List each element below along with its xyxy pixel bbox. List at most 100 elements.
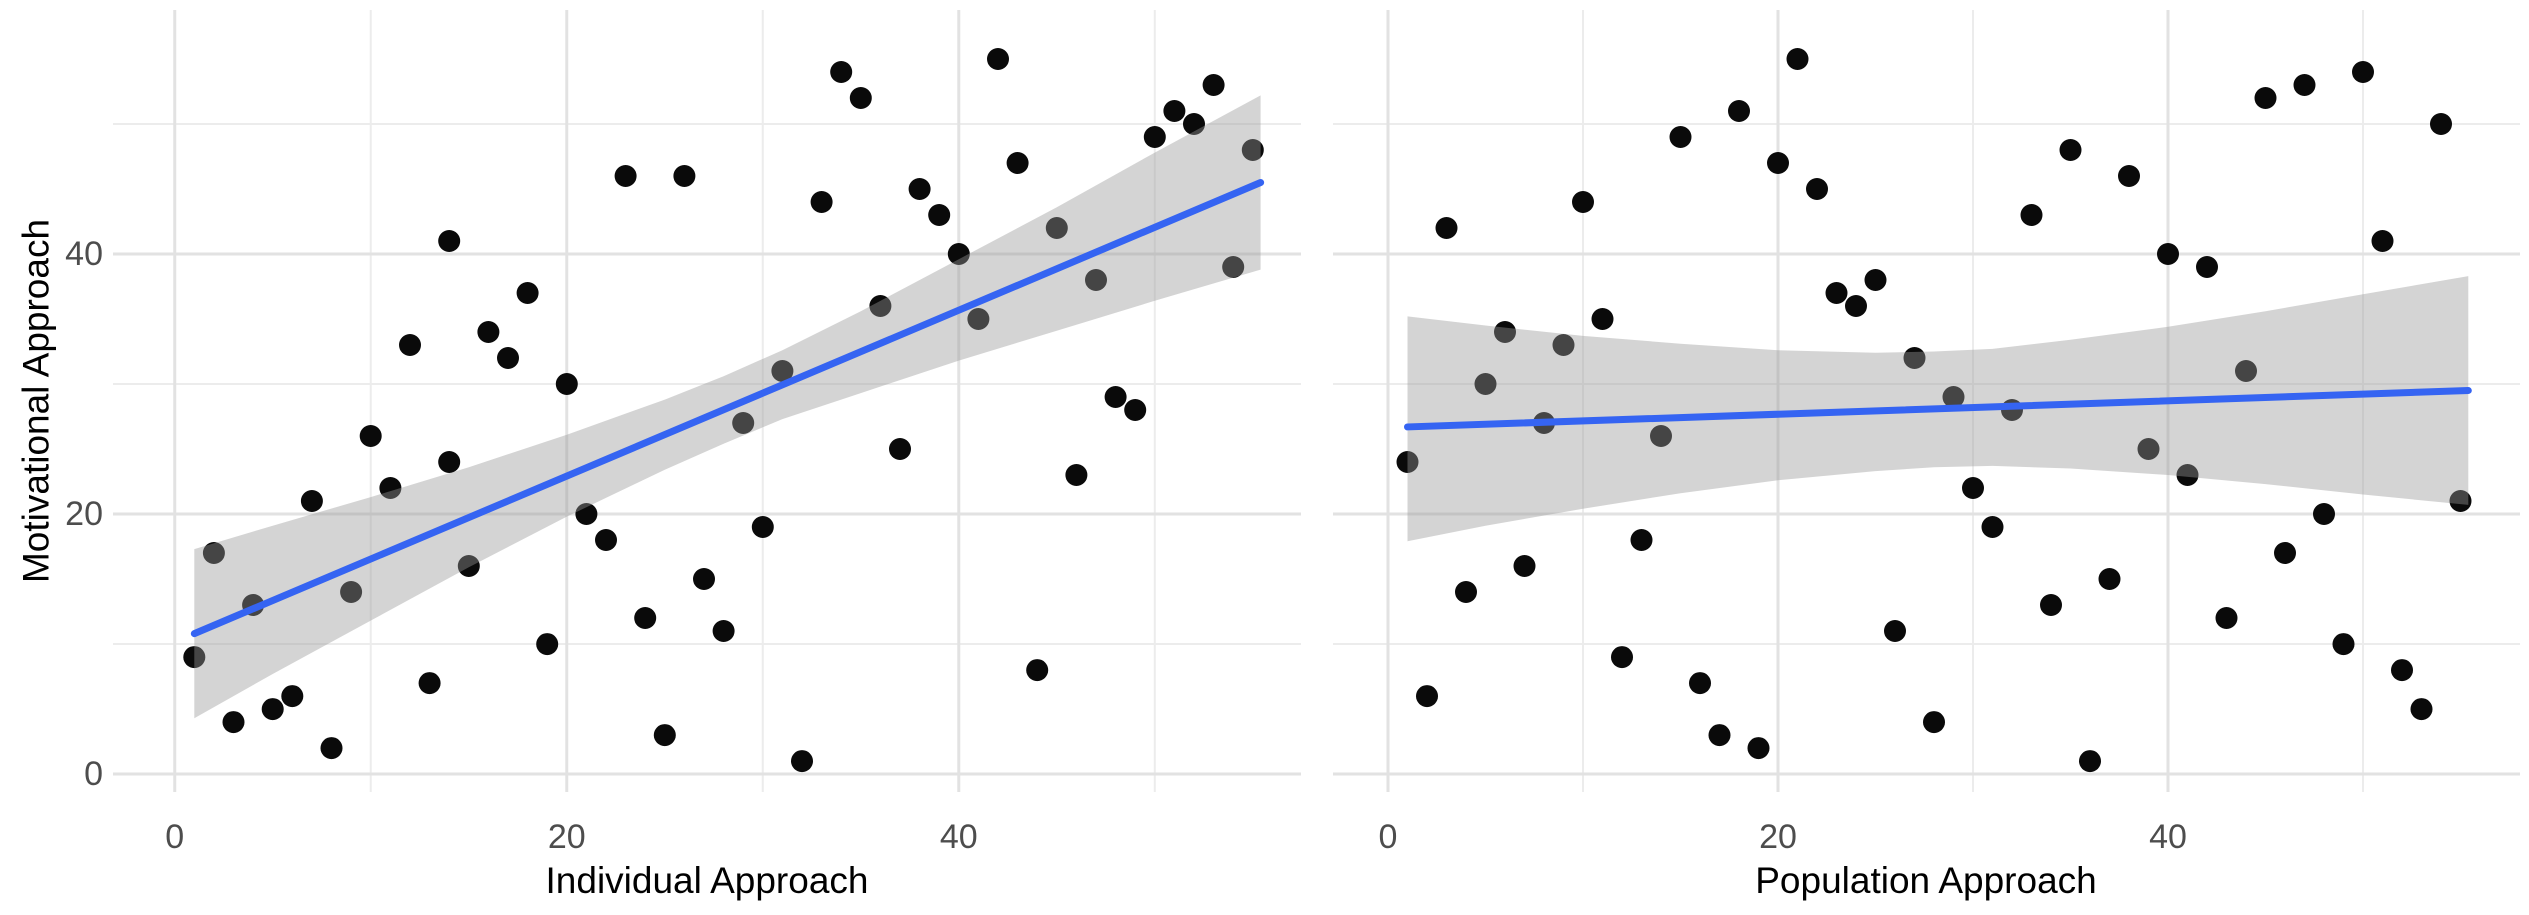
- data-point: [2332, 633, 2355, 656]
- data-point: [1124, 399, 1147, 421]
- data-point: [477, 321, 500, 343]
- data-point: [222, 711, 245, 734]
- data-point: [1085, 269, 1107, 291]
- scatter-panel-right: [1333, 10, 2520, 792]
- data-point: [202, 542, 225, 564]
- data-point: [1065, 464, 1088, 486]
- regression-line: [190, 179, 1265, 638]
- data-point: [673, 165, 696, 187]
- data-point: [1845, 295, 1867, 317]
- data-point: [1104, 386, 1127, 408]
- x-tick-label: 40: [939, 818, 978, 856]
- x-axis-title-left: Individual Approach: [545, 860, 869, 901]
- data-point: [2410, 698, 2433, 721]
- data-point: [2157, 243, 2179, 265]
- y-axis-title: Motivational Approach: [15, 218, 57, 584]
- data-point: [2098, 568, 2121, 590]
- data-point: [1981, 516, 2004, 538]
- data-point: [928, 204, 951, 226]
- data-point: [830, 61, 853, 83]
- data-point: [810, 191, 833, 213]
- data-point: [2118, 165, 2140, 187]
- data-point: [771, 360, 794, 382]
- x-tick-label: 20: [547, 818, 586, 856]
- data-point: [1006, 152, 1029, 174]
- x-tick-label: 40: [2149, 818, 2187, 856]
- data-point: [889, 438, 911, 460]
- data-point: [536, 633, 559, 656]
- data-point: [2079, 750, 2101, 773]
- data-point: [281, 685, 304, 708]
- data-point: [2391, 659, 2413, 682]
- data-point: [849, 87, 872, 109]
- data-point: [869, 295, 892, 317]
- data-point: [2040, 594, 2062, 616]
- y-tick-label: 0: [84, 755, 103, 794]
- data-point: [1572, 191, 1594, 213]
- data-point: [1611, 646, 1633, 669]
- data-point: [438, 451, 461, 473]
- data-point: [791, 750, 813, 773]
- data-point: [908, 178, 931, 200]
- data-point: [614, 165, 637, 187]
- x-axis-title-right: Population Approach: [1755, 860, 2097, 901]
- data-point: [1747, 737, 1770, 760]
- data-point: [2176, 464, 2199, 486]
- data-point: [300, 490, 323, 512]
- data-point: [1689, 672, 1711, 695]
- gridlines: [1333, 10, 2520, 792]
- data-point: [2430, 113, 2452, 135]
- data-point: [1962, 477, 1984, 499]
- data-point: [1806, 178, 1828, 200]
- data-point: [1143, 126, 1166, 148]
- x-tick-label: 0: [1378, 818, 1398, 856]
- data-point: [1455, 581, 1477, 603]
- data-point: [2235, 360, 2257, 382]
- data-point: [575, 503, 598, 525]
- data-point: [379, 477, 402, 499]
- y-tick-label: 40: [65, 235, 103, 274]
- data-point: [1026, 659, 1049, 682]
- data-point: [595, 529, 617, 551]
- data-point: [1202, 74, 1225, 96]
- data-point: [987, 48, 1009, 70]
- data-point: [555, 373, 578, 395]
- data-point: [457, 555, 480, 577]
- data-point: [2254, 87, 2277, 109]
- data-point: [2137, 438, 2160, 460]
- data-point: [2293, 74, 2316, 96]
- data-point: [1903, 347, 1926, 369]
- data-point: [2274, 542, 2296, 564]
- data-point: [320, 737, 343, 760]
- data-point: [1045, 217, 1068, 239]
- data-point: [2313, 503, 2335, 525]
- data-point: [2371, 230, 2394, 252]
- data-point: [261, 698, 284, 721]
- data-point: [183, 646, 206, 669]
- data-point: [967, 308, 990, 330]
- data-point: [1474, 373, 1497, 395]
- data-point: [732, 412, 755, 434]
- data-point: [1708, 724, 1731, 747]
- data-point: [2215, 607, 2238, 629]
- data-points: [1396, 48, 2472, 773]
- data-point: [1942, 386, 1965, 408]
- data-point: [1864, 269, 1887, 291]
- data-point: [340, 581, 363, 603]
- data-point: [1494, 321, 1516, 343]
- data-point: [1786, 48, 1809, 70]
- x-tick-label: 0: [165, 818, 185, 856]
- data-point: [1163, 100, 1186, 122]
- data-point: [2196, 256, 2218, 278]
- data-point: [1396, 451, 1419, 473]
- regression-line: [1403, 387, 2472, 431]
- scatter-panel-left: [113, 10, 1301, 792]
- data-point: [1222, 256, 1245, 278]
- data-point: [1183, 113, 1205, 135]
- data-point: [947, 243, 970, 265]
- data-point: [1552, 334, 1575, 356]
- data-point: [634, 607, 657, 629]
- data-point: [1630, 529, 1653, 551]
- data-point: [2020, 204, 2043, 226]
